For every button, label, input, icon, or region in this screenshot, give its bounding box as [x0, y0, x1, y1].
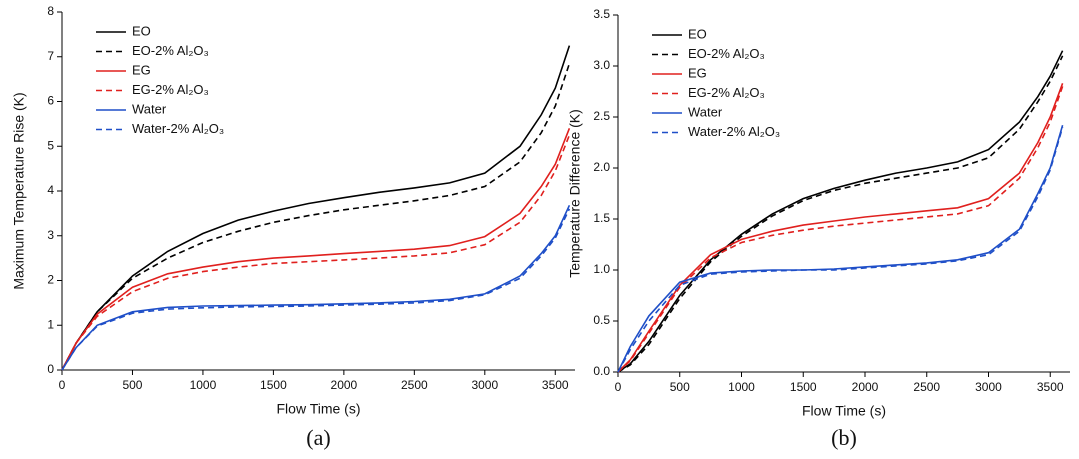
y-tick-label: 8 — [47, 4, 54, 18]
x-tick-label: 3500 — [542, 378, 569, 392]
x-axis-label: Flow Time (s) — [802, 403, 886, 419]
y-tick-label: 5 — [47, 138, 54, 152]
x-tick-label: 1000 — [190, 378, 217, 392]
series-line — [61, 128, 571, 371]
y-tick-label: 1.0 — [593, 262, 610, 276]
x-tick-label: 3000 — [471, 378, 498, 392]
y-tick-label: 3 — [47, 228, 54, 242]
legend-label: EG-2% Al₂O₃ — [688, 85, 765, 100]
series-line — [61, 45, 571, 371]
legend-label: Water-2% Al₂O₃ — [688, 124, 780, 139]
x-tick-label: 1000 — [728, 380, 755, 394]
series-line — [61, 204, 571, 371]
y-axis-label: Temperature Difference (K) — [567, 109, 583, 278]
x-tick-label: 1500 — [260, 378, 287, 392]
legend-label: EG-2% Al₂O₃ — [132, 82, 209, 97]
y-tick-label: 1.5 — [593, 211, 610, 225]
x-tick-label: 0 — [615, 380, 622, 394]
series-line — [61, 134, 571, 371]
legend-label: EO-2% Al₂O₃ — [132, 43, 209, 58]
x-tick-label: 1500 — [790, 380, 817, 394]
y-tick-label: 7 — [47, 49, 54, 63]
y-tick-label: 3.0 — [593, 58, 610, 72]
x-axis-label: Flow Time (s) — [277, 401, 361, 417]
y-tick-label: 0 — [47, 362, 54, 376]
y-tick-label: 4 — [47, 183, 54, 197]
legend-label: EG — [688, 65, 707, 80]
caption: (b) — [831, 425, 857, 450]
series-line — [617, 55, 1064, 373]
legend-label: Water — [688, 104, 723, 119]
x-tick-label: 2500 — [913, 380, 940, 394]
legend-label: EO — [132, 23, 151, 38]
series-line — [617, 83, 1064, 373]
y-tick-label: 2.5 — [593, 109, 610, 123]
y-tick-label: 2 — [47, 273, 54, 287]
x-tick-label: 2500 — [401, 378, 428, 392]
legend-label: Water-2% Al₂O₃ — [132, 121, 224, 136]
x-tick-label: 2000 — [331, 378, 358, 392]
x-tick-label: 2000 — [852, 380, 879, 394]
x-tick-label: 0 — [59, 378, 66, 392]
x-tick-label: 3000 — [975, 380, 1002, 394]
series-line — [617, 50, 1064, 373]
series-line — [617, 86, 1064, 373]
y-tick-label: 1 — [47, 317, 54, 331]
legend-label: EO — [688, 26, 707, 41]
y-tick-label: 2.0 — [593, 160, 610, 174]
legend-label: EO-2% Al₂O₃ — [688, 46, 765, 61]
x-tick-label: 500 — [122, 378, 142, 392]
y-tick-label: 6 — [47, 94, 54, 108]
series-line — [61, 208, 571, 371]
y-tick-label: 0.0 — [593, 364, 610, 378]
y-tick-label: 3.5 — [593, 7, 610, 21]
x-tick-label: 3500 — [1037, 380, 1064, 394]
series-line — [617, 124, 1064, 373]
y-tick-label: 0.5 — [593, 313, 610, 327]
x-tick-label: 500 — [670, 380, 690, 394]
y-axis-label: Maximum Temperature Rise (K) — [11, 92, 27, 289]
legend-label: Water — [132, 101, 167, 116]
legend-label: EG — [132, 62, 151, 77]
series-line — [617, 126, 1064, 373]
series-line — [61, 63, 571, 371]
caption: (a) — [306, 425, 330, 450]
